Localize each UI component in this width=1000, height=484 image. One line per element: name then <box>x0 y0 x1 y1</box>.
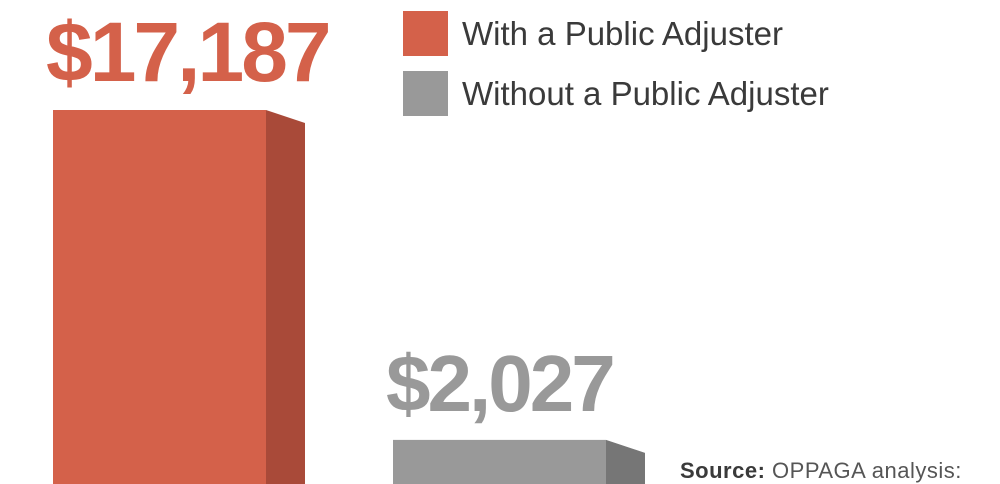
legend-swatch-with-adjuster <box>403 11 448 56</box>
value-label-with-adjuster: $17,187 <box>46 5 329 99</box>
source-label: Source: <box>680 458 766 483</box>
legend-label-without-adjuster: Without a Public Adjuster <box>462 75 829 112</box>
bar-side-with-adjuster <box>266 110 305 484</box>
legend-swatch-without-adjuster <box>403 71 448 116</box>
value-labels-group: $17,187 $2,027 <box>46 5 616 428</box>
legend: With a Public Adjuster Without a Public A… <box>403 11 829 116</box>
bar-side-without-adjuster <box>606 439 645 484</box>
source-text: OPPAGA analysis: <box>772 458 962 483</box>
source-note: Source: OPPAGA analysis: <box>680 458 962 484</box>
legend-label-with-adjuster: With a Public Adjuster <box>462 15 783 52</box>
bar-without-adjuster <box>393 439 606 484</box>
bars-group <box>53 110 645 484</box>
value-label-without-adjuster: $2,027 <box>386 339 613 428</box>
bar-with-adjuster <box>53 110 266 484</box>
